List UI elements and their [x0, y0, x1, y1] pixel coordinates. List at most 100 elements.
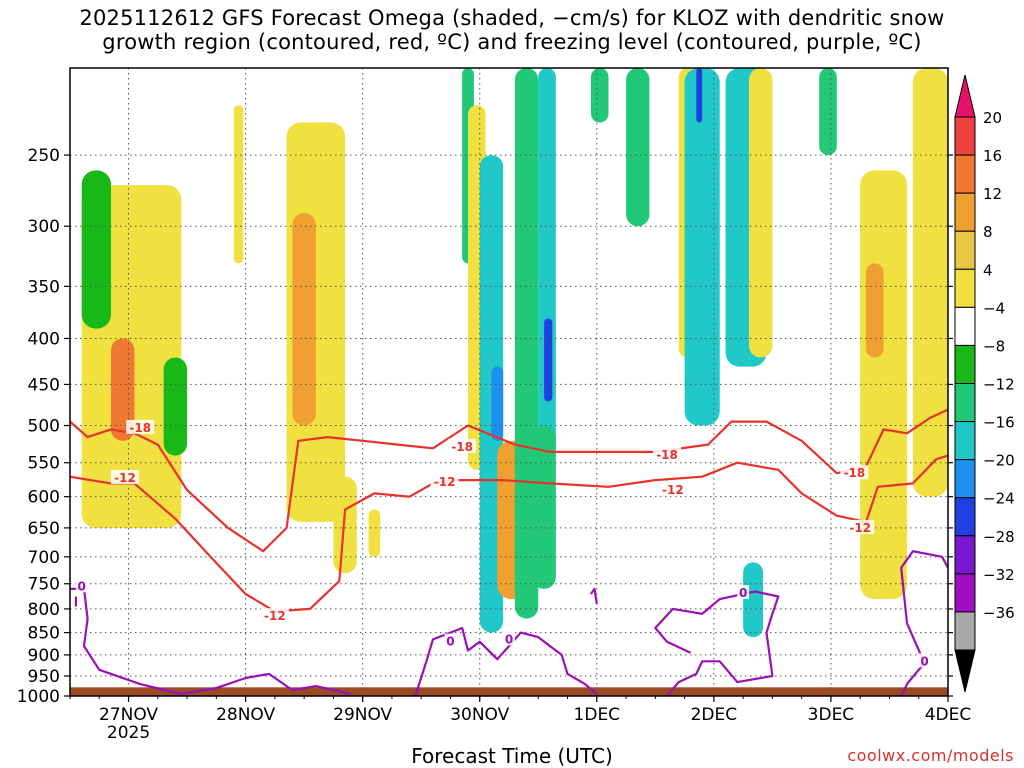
grid-lines — [70, 68, 948, 696]
contour-label-bg — [111, 470, 140, 485]
contour-label-bg — [737, 585, 750, 600]
freezing-level-contour — [900, 550, 948, 696]
colorbar-label: −36 — [983, 604, 1015, 622]
contour-label: -12 — [264, 609, 286, 623]
contour-label-bg — [846, 519, 875, 534]
colorbar-segment — [954, 306, 976, 346]
contour-labels: -18 -18 -18 -18 -12 -12 -12 -12 -12 0 0 0 0 0 — [75, 419, 931, 668]
colorbar-segment — [954, 344, 976, 384]
omega-cell — [748, 68, 773, 358]
omega-cell — [684, 68, 720, 426]
omega-cell — [81, 170, 111, 329]
dendritic-contour — [70, 454, 948, 613]
colorbar-segment — [954, 497, 976, 537]
y-tick-label: 300 — [28, 217, 60, 237]
colorbar-segment — [954, 192, 976, 232]
contour-label-bg — [658, 482, 687, 497]
chart-title-line-2: growth region (contoured, red, ºC) and f… — [102, 30, 922, 54]
contour-label-bg — [653, 446, 682, 461]
y-tick-label: 1000 — [17, 687, 60, 707]
colorbar-label: −16 — [983, 414, 1015, 432]
colorbar-segment — [954, 573, 976, 613]
omega-cell — [368, 509, 381, 557]
freezing-level-contour — [654, 590, 780, 696]
contour-label: -12 — [114, 471, 136, 485]
colorbar-label: −20 — [983, 452, 1015, 470]
x-tick-sublabel: 2025 — [107, 723, 150, 743]
contour-label-bg — [448, 438, 477, 453]
omega-shading — [81, 68, 948, 638]
contour-label: -12 — [662, 483, 684, 497]
y-tick-label: 500 — [28, 417, 60, 437]
colorbar-segment — [954, 154, 976, 194]
contour-label: -18 — [656, 448, 678, 462]
y-tick-label: 850 — [28, 624, 60, 644]
x-tick-label: 4DEC — [925, 705, 972, 725]
colorbar-label: −12 — [983, 376, 1015, 394]
chart-title-line-1: 2025112612 GFS Forecast Omega (shaded, −… — [79, 6, 945, 30]
contour-label: -18 — [451, 440, 473, 454]
y-tick-label: 800 — [28, 600, 60, 620]
omega-cell — [743, 562, 764, 638]
omega-cell — [292, 212, 316, 426]
omega-cell — [163, 357, 188, 456]
colorbar-label: 12 — [983, 185, 1002, 203]
colorbar-segment — [954, 535, 976, 575]
omega-cell — [538, 68, 556, 463]
contour-label: 0 — [446, 635, 454, 649]
omega-cell — [333, 476, 357, 574]
colorbar-label: 20 — [983, 109, 1002, 127]
colorbar-label: −32 — [983, 566, 1015, 584]
freezing-level-contour — [590, 587, 598, 605]
x-tick-label: 30NOV — [450, 705, 509, 725]
contour-label-bg — [840, 465, 869, 480]
y-tick-label: 700 — [28, 548, 60, 568]
contour-label: -12 — [434, 475, 456, 489]
colorbar-segment — [954, 383, 976, 423]
omega-cell — [233, 105, 244, 264]
plot-frame — [69, 67, 949, 697]
colorbar-segment — [954, 268, 976, 308]
contour-label: 0 — [739, 586, 747, 600]
contour-label-bg — [444, 633, 457, 648]
y-tick-label: 750 — [28, 575, 60, 595]
x-axis-label: Forecast Time (UTC) — [411, 744, 613, 768]
contour-label-bg — [430, 474, 459, 489]
colorbar-segment — [954, 230, 976, 270]
colorbar-label: 8 — [983, 223, 993, 241]
contour-label: -18 — [844, 466, 866, 480]
y-tick-label: 450 — [28, 375, 60, 395]
colorbar: 20 16 12 8 4 −4 −8 −12 −16 −20 −24 −28 −32 −36 — [954, 74, 1015, 693]
x-tick-label: 1DEC — [574, 705, 621, 725]
source-credit: coolwx.com/models — [847, 746, 1014, 765]
colorbar-label: −28 — [983, 528, 1015, 546]
contour-label: -12 — [849, 521, 871, 535]
y-tick-label: 650 — [28, 519, 60, 539]
contour-label-bg — [503, 631, 515, 646]
colorbar-segment — [954, 611, 976, 651]
colorbar-segment — [954, 116, 976, 156]
y-tick-label: 600 — [28, 488, 60, 508]
x-tick-label: 3DEC — [808, 705, 855, 725]
omega-cell — [626, 68, 650, 227]
contour-label: 0 — [920, 654, 928, 668]
freezing-level-contour — [414, 626, 598, 696]
y-tick-label: 350 — [28, 277, 60, 297]
contour-label: 0 — [505, 632, 513, 646]
omega-cell — [696, 68, 703, 123]
x-tick-label: 28NOV — [216, 705, 275, 725]
contour-label-bg — [126, 419, 155, 434]
omega-cell — [590, 68, 609, 123]
freezing-level-contour — [70, 587, 352, 696]
x-tick-label: 2DEC — [691, 705, 738, 725]
contour-label: -18 — [129, 421, 151, 435]
ground-band — [70, 687, 948, 696]
omega-cell — [912, 68, 948, 497]
ground-surface — [70, 687, 948, 696]
contour-label-bg — [918, 653, 931, 668]
contour-label: 0 — [78, 579, 86, 593]
colorbar-label: −24 — [983, 490, 1015, 508]
contour-label-bg — [260, 608, 289, 623]
